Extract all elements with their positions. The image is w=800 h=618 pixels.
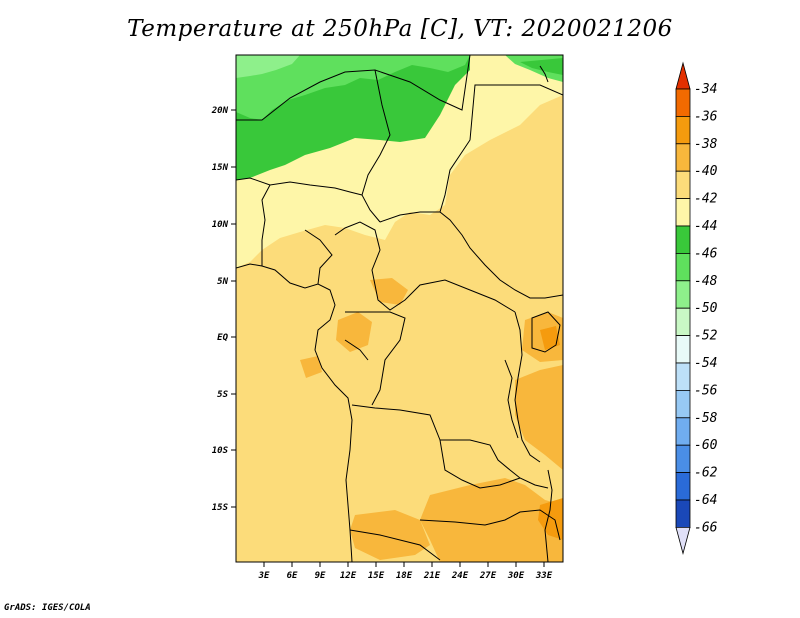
colorbar-label: -62 — [694, 466, 718, 481]
lat-tick-label: 10S — [212, 446, 229, 456]
colorbar-label: -58 — [694, 411, 718, 426]
grads-credit: GrADS: IGES/COLA — [4, 603, 91, 613]
colorbar-swatch — [675, 225, 691, 254]
colorbar-swatch — [675, 417, 691, 446]
colorbar-label: -44 — [694, 219, 717, 234]
field-region-38-east — [515, 365, 563, 470]
map-title: Temperature at 250hPa [C], VT: 202002120… — [127, 16, 673, 42]
colorbar-swatch — [675, 88, 691, 117]
lat-tick-label: 5S — [217, 390, 228, 400]
colorbar-swatch — [675, 389, 691, 419]
colorbar-label: -40 — [694, 164, 718, 179]
lon-tick-label: 6E — [287, 571, 298, 581]
lon-tick-label: 24E — [451, 571, 469, 581]
lat-tick-label: 15S — [212, 503, 229, 513]
colorbar-label: -64 — [694, 493, 717, 508]
colorbar-swatch — [675, 362, 691, 391]
colorbar-label: -54 — [694, 356, 717, 371]
colorbar-label: -50 — [694, 301, 718, 316]
lon-tick-label: 15E — [368, 571, 385, 581]
colorbar-swatch — [675, 307, 691, 337]
lon-tick-label: 33E — [535, 571, 553, 581]
lat-tick-label: 20N — [211, 106, 229, 116]
colorbar-label: -52 — [694, 329, 718, 344]
lon-axis: 3E 6E 9E 12E 15E 18E 21E 24E 27E 30E 33E — [258, 562, 553, 581]
field-region-38-center — [336, 312, 372, 352]
lon-tick-label: 9E — [315, 571, 326, 581]
colorbar-label: -56 — [694, 383, 718, 398]
colorbar-swatch — [675, 280, 691, 309]
field-region-38-c2 — [370, 278, 408, 305]
lon-tick-label: 18E — [396, 571, 413, 581]
lon-tick-label: 21E — [423, 571, 441, 581]
lat-tick-label: EQ — [217, 333, 228, 343]
colorbar-label: -60 — [694, 438, 718, 453]
field-region-38-south — [420, 478, 563, 562]
map-frame — [235, 54, 564, 563]
colorbar-label: -38 — [694, 137, 718, 152]
colorbar-label: -36 — [694, 109, 718, 124]
lat-tick-label: 5N — [217, 277, 228, 287]
field-region-46 — [236, 55, 470, 120]
field-region-ne-green2 — [520, 58, 563, 75]
lon-tick-label: 27E — [479, 571, 497, 581]
colorbar-label: -46 — [694, 246, 718, 261]
lon-tick-label: 12E — [340, 571, 357, 581]
field-region-38-c3 — [300, 356, 322, 378]
colorbar-swatch — [675, 252, 691, 282]
colorbar-label: -42 — [694, 192, 718, 207]
colorbar-swatch — [675, 444, 691, 474]
colorbar-swatch — [675, 116, 691, 145]
colorbar-swatch — [675, 143, 691, 172]
field-region-36-se — [538, 498, 563, 540]
country-borders — [236, 55, 563, 562]
colorbar-label: -66 — [694, 520, 718, 535]
lat-tick-label: 15N — [212, 163, 229, 173]
colorbar-label: -48 — [694, 274, 718, 289]
colorbar-swatch — [675, 170, 691, 199]
field-region-48 — [236, 55, 300, 78]
field-region-38-sw — [350, 510, 430, 560]
lon-tick-label: 3E — [258, 571, 270, 581]
colorbar-swatch — [675, 335, 691, 364]
colorbar-swatch — [675, 198, 691, 227]
colorbar-label: -34 — [694, 82, 717, 97]
lon-tick-label: 30E — [507, 571, 525, 581]
colorbar-swatch — [675, 472, 691, 501]
colorbar-bottom-arrow — [675, 527, 691, 555]
field-region-36-e — [540, 326, 560, 350]
colorbar-swatch — [675, 499, 691, 528]
lat-axis: 20N 15N 10N 5N EQ 5S 10S 15S — [211, 106, 236, 513]
temperature-field — [236, 55, 563, 562]
colorbar-top-arrow — [675, 61, 691, 90]
colorbar: -34 -36 -38 -40 -42 -44 -46 -48 -50 -52 -54 -56 -58 -… — [675, 61, 718, 555]
lat-tick-label: 10N — [212, 220, 229, 230]
